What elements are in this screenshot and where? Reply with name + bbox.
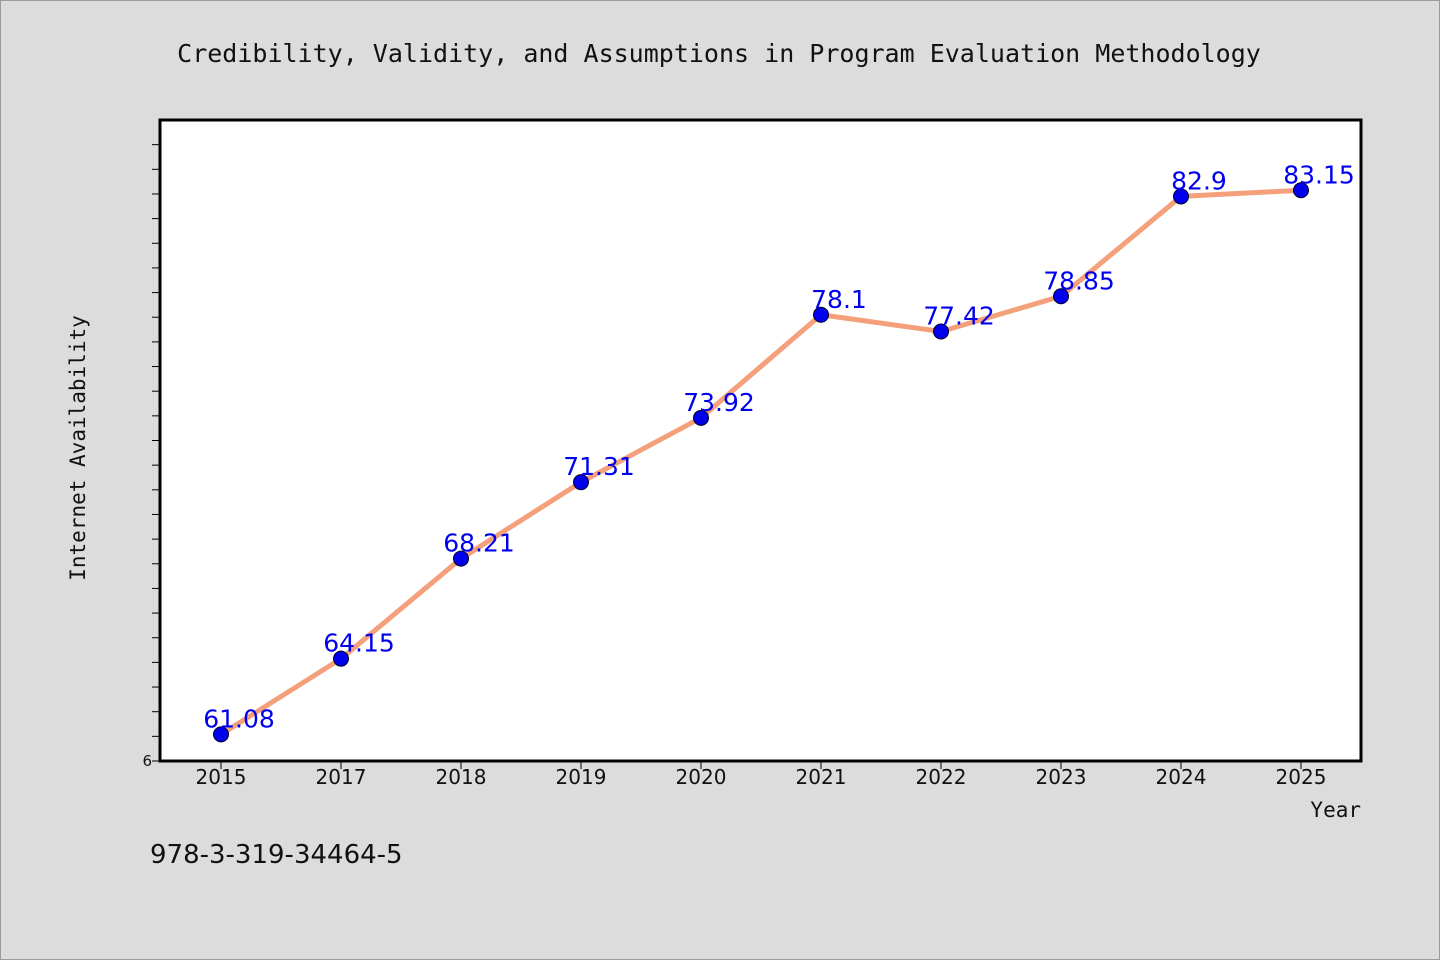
x-tick-label: 2021 <box>796 765 847 789</box>
data-point <box>813 306 829 323</box>
y-axis-label: Internet Availability <box>66 315 90 581</box>
data-label: 64.15 <box>323 629 395 658</box>
data-point <box>333 650 349 667</box>
x-tick-label: 2020 <box>676 765 727 789</box>
y-axis-ticks <box>152 144 160 762</box>
x-tick-label: 2019 <box>556 765 607 789</box>
data-markers <box>213 182 1309 743</box>
data-point <box>1173 188 1189 205</box>
data-label: 78.85 <box>1043 266 1115 295</box>
x-axis-ticks <box>220 761 1302 769</box>
data-label: 83.15 <box>1283 160 1355 189</box>
plot-area <box>158 118 1363 763</box>
footer-isbn: 978-3-319-34464-5 <box>150 840 403 870</box>
x-tick-label: 2022 <box>916 765 967 789</box>
y-axis-min-label: 6 <box>142 752 152 770</box>
data-point <box>693 409 709 426</box>
data-label: 71.31 <box>563 452 635 481</box>
x-axis-label: Year <box>1310 798 1361 822</box>
data-point <box>573 474 589 491</box>
series-line <box>218 187 1304 737</box>
x-tick-label: 2025 <box>1276 765 1327 789</box>
data-point <box>453 550 469 567</box>
data-point <box>1053 288 1069 305</box>
x-tick-label: 2024 <box>1156 765 1207 789</box>
data-point <box>933 323 949 340</box>
data-label: 73.92 <box>683 388 755 417</box>
data-label: 82.9 <box>1171 166 1227 195</box>
data-labels: 61.08 64.15 68.21 71.31 73.92 78.1 77.42 78.85 8… <box>203 160 1355 733</box>
x-tick-label: 2018 <box>436 765 487 789</box>
chart-title: Credibility, Validity, and Assumptions i… <box>177 39 1261 68</box>
data-point <box>1293 182 1309 199</box>
data-label: 78.1 <box>811 285 867 314</box>
x-tick-label: 2017 <box>316 765 367 789</box>
data-label: 68.21 <box>443 529 515 558</box>
x-tick-label: 2015 <box>196 765 247 789</box>
data-label: 61.08 <box>203 704 275 733</box>
x-tick-labels: 2015 2017 2018 2019 2020 2021 2022 2023 2024 2025 <box>196 765 1327 789</box>
data-label: 77.42 <box>923 302 995 331</box>
x-tick-label: 2023 <box>1036 765 1087 789</box>
data-point <box>213 726 229 743</box>
